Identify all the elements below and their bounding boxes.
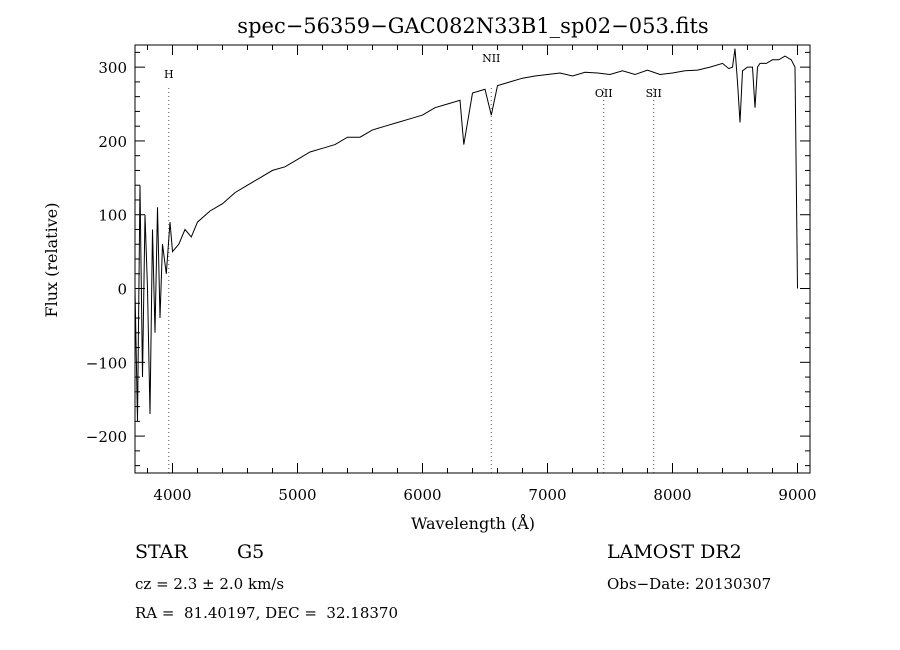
object-class: STAR [135,541,188,563]
x-tick-label: 7000 [528,486,566,504]
plot-area: H NII OII SII 4000 5000 6000 7000 8000 9000 −200 −1… [86,44,817,504]
y-tick-label: 0 [117,281,127,299]
x-tick-label: 9000 [778,486,816,504]
spectral-line-label: NII [482,52,500,65]
x-axis-title: Wavelength (Å) [411,513,535,533]
x-tick-label: 6000 [403,486,441,504]
obs-date-text: Obs−Date: 20130307 [607,575,772,593]
y-tick-label: 200 [98,133,127,151]
x-tick-label: 8000 [653,486,691,504]
y-tick-label: −100 [86,354,127,372]
chart-title: spec−56359−GAC082N33B1_sp02−053.fits [237,14,708,38]
x-tick-label: 5000 [278,486,316,504]
coordinates-text: RA = 81.40197, DEC = 32.18370 [135,604,399,622]
survey-name: LAMOST DR2 [607,541,742,563]
plot-frame [134,44,811,474]
y-tick-label: 100 [98,207,127,225]
y-axis-title: Flux (relative) [42,203,61,318]
spectrum-line [134,48,798,422]
spectral-line-label: H [164,68,174,81]
spectral-line-label: SII [646,87,662,100]
object-subclass: G5 [237,541,265,563]
y-tick-label: 300 [98,59,127,77]
x-tick-label: 4000 [153,486,191,504]
spectral-line-label: OII [595,87,613,100]
velocity-text: cz = 2.3 ± 2.0 km/s [135,575,285,593]
y-tick-label: −200 [86,428,127,446]
